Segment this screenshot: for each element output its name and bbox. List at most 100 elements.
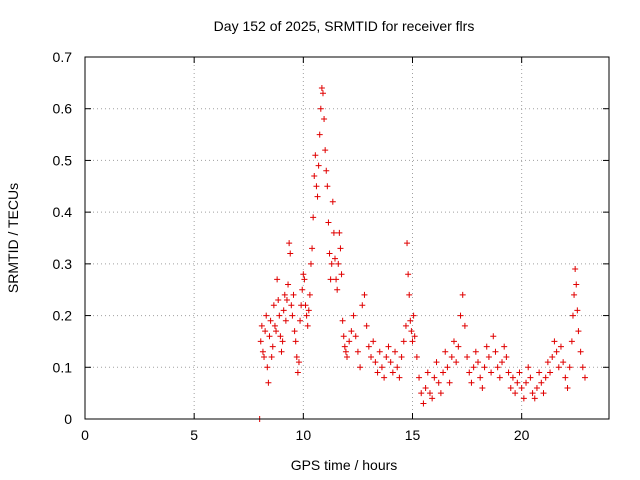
data-point	[354, 348, 361, 355]
data-point	[416, 374, 423, 381]
data-point	[271, 322, 278, 329]
data-point	[429, 395, 436, 402]
data-point	[294, 369, 301, 376]
data-point	[319, 90, 326, 97]
data-point	[440, 369, 447, 376]
data-point	[327, 276, 334, 283]
data-point	[547, 369, 554, 376]
plot-frame	[84, 56, 610, 420]
data-point	[264, 364, 271, 371]
data-point	[523, 379, 530, 386]
data-point	[496, 374, 503, 381]
data-point	[396, 374, 403, 381]
data-point	[538, 379, 545, 386]
data-point	[426, 390, 433, 397]
data-point	[267, 317, 274, 324]
data-point	[557, 343, 564, 350]
data-point	[276, 312, 283, 319]
chart-title: Day 152 of 2025, SRMTID for receiver flr…	[214, 18, 475, 34]
data-point	[533, 384, 540, 391]
data-point	[431, 374, 438, 381]
x-tick-label: 0	[81, 427, 89, 443]
data-point	[344, 353, 350, 360]
x-axis-label: GPS time / hours	[291, 457, 398, 473]
data-point	[579, 364, 586, 371]
data-point	[446, 379, 453, 386]
data-point	[337, 245, 344, 252]
data-point	[318, 85, 325, 92]
data-point	[328, 260, 335, 267]
y-tick-label: 0.5	[53, 152, 73, 168]
data-point	[269, 343, 276, 350]
y-tick-label: 0.7	[53, 49, 73, 65]
data-point	[509, 374, 516, 381]
data-point	[262, 328, 269, 335]
data-point	[381, 374, 388, 381]
data-point	[453, 359, 460, 366]
data-point	[266, 333, 273, 340]
data-point	[444, 364, 451, 371]
data-point	[450, 338, 457, 345]
data-point	[572, 266, 579, 273]
data-point	[338, 271, 345, 278]
data-point	[334, 286, 341, 293]
data-point	[363, 322, 370, 329]
data-point	[258, 322, 265, 329]
data-point	[544, 359, 551, 366]
data-point	[475, 359, 481, 366]
data-point	[560, 359, 567, 366]
data-point	[520, 395, 527, 402]
data-point	[309, 245, 316, 252]
data-point	[283, 297, 290, 304]
data-point	[529, 390, 536, 397]
data-point	[410, 312, 417, 319]
data-point	[361, 291, 368, 298]
data-point	[304, 322, 311, 329]
data-point	[512, 390, 519, 397]
data-point	[577, 348, 584, 355]
x-tick-label: 15	[405, 427, 421, 443]
data-point	[295, 359, 302, 366]
data-point	[340, 333, 347, 340]
data-point	[555, 364, 562, 371]
data-point	[437, 390, 444, 397]
data-point	[323, 167, 330, 174]
data-point	[257, 338, 264, 345]
data-point	[472, 348, 479, 355]
data-point	[551, 338, 558, 345]
data-point	[549, 353, 556, 360]
axis-ticks: 0 5 10 15 20 0 0.1 0.2 0.3 0.4 0.5 0.6 0.7	[53, 49, 609, 443]
data-point	[339, 317, 346, 324]
data-point	[368, 353, 375, 360]
data-point	[457, 312, 464, 319]
data-point	[289, 312, 296, 319]
data-point	[571, 291, 578, 298]
data-point	[265, 379, 272, 386]
data-point	[335, 260, 342, 267]
data-point	[383, 353, 390, 360]
data-point	[374, 369, 381, 376]
data-point	[540, 390, 547, 397]
data-point	[317, 105, 324, 112]
data-point	[321, 116, 328, 123]
data-point	[306, 291, 313, 298]
data-point	[261, 353, 268, 360]
data-point	[378, 364, 385, 371]
data-point	[518, 384, 525, 391]
data-point	[291, 328, 298, 335]
data-point	[307, 260, 314, 267]
data-point	[477, 374, 484, 381]
data-point	[301, 276, 308, 283]
data-point	[527, 374, 534, 381]
data-point	[346, 338, 353, 345]
data-point	[422, 384, 429, 391]
data-point	[499, 359, 506, 366]
data-point	[385, 343, 392, 350]
data-point	[483, 343, 490, 350]
data-point	[310, 214, 317, 221]
data-point	[316, 131, 323, 138]
data-point	[420, 400, 427, 407]
data-point	[394, 364, 401, 371]
y-tick-label: 0.3	[53, 256, 73, 272]
data-point	[400, 338, 407, 345]
